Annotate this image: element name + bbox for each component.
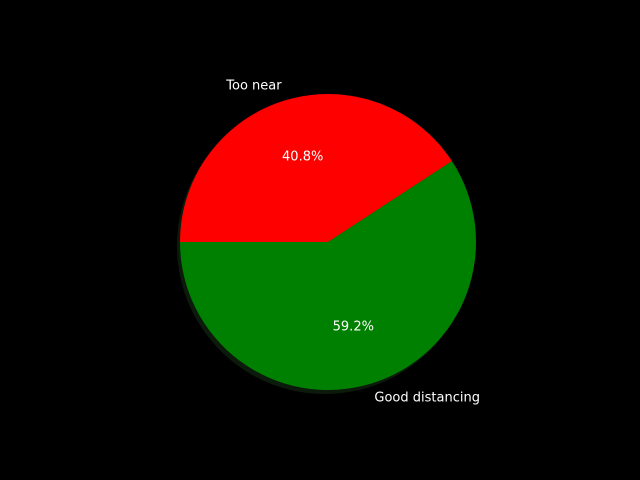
pie-slice-too-near — [180, 93, 452, 243]
pie-category-label: Too near — [225, 78, 282, 93]
pie-labels: 40.8% Too near 59.2% Good distancing — [225, 78, 480, 405]
pie-category-label: Good distancing — [374, 391, 480, 406]
pie-slice-good-distancing — [179, 161, 476, 390]
pie-slices — [179, 93, 476, 390]
pie-percent-label: 59.2% — [333, 320, 374, 335]
pie-percent-label: 40.8% — [282, 149, 323, 164]
